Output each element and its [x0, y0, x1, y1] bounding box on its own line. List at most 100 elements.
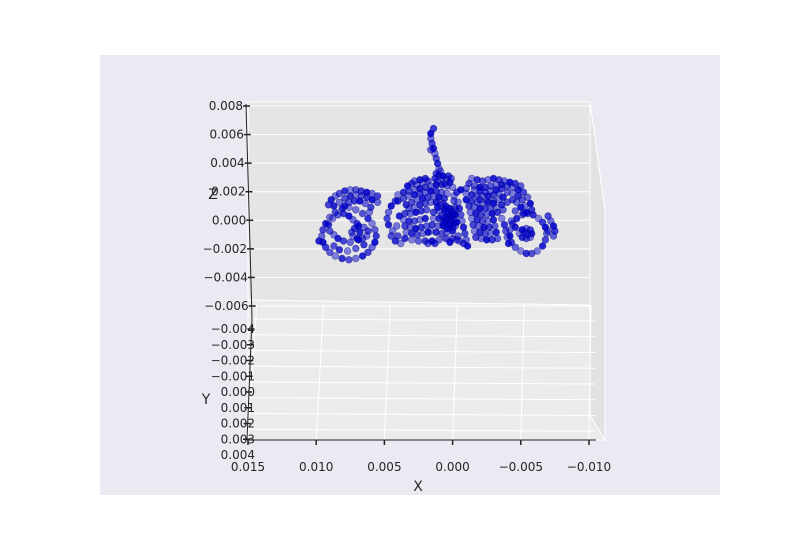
- data-point: [368, 219, 376, 228]
- data-point: [343, 247, 352, 255]
- z-tick-label: −0.006: [204, 299, 248, 313]
- data-point: [459, 223, 468, 232]
- data-point: [512, 198, 521, 207]
- data-point: [517, 203, 525, 212]
- data-point: [346, 238, 354, 247]
- x-grid-line: [588, 304, 592, 441]
- data-point: [384, 208, 393, 217]
- data-point: [393, 222, 401, 230]
- data-point: [438, 212, 446, 220]
- data-point: [384, 221, 393, 229]
- z-tick-label: 0.006: [209, 128, 243, 142]
- data-point: [339, 237, 348, 245]
- y-tick-label: −0.004: [211, 322, 255, 336]
- data-point: [503, 233, 511, 242]
- data-point: [507, 217, 515, 225]
- data-point: [345, 198, 353, 207]
- data-point: [352, 186, 360, 194]
- y-tick-label: 0.003: [221, 432, 255, 446]
- x-tick-label: 0.000: [435, 460, 469, 474]
- y-axis-line: [246, 317, 253, 441]
- y-tick-label: 0.001: [221, 401, 255, 415]
- y-tick-label: −0.002: [211, 354, 255, 368]
- data-point: [504, 239, 513, 248]
- data-point: [335, 198, 344, 207]
- z-axis-line: [245, 103, 253, 319]
- data-point: [315, 237, 323, 245]
- data-point: [511, 207, 519, 215]
- data-point: [427, 146, 435, 154]
- data-point: [549, 232, 558, 240]
- data-point: [446, 238, 454, 247]
- data-point: [499, 206, 507, 214]
- data-point: [519, 209, 528, 218]
- y-tick-label: −0.003: [211, 338, 255, 352]
- data-point: [363, 232, 371, 240]
- data-point: [541, 236, 550, 244]
- z-tick-label: 0.002: [211, 185, 245, 199]
- data-point: [429, 124, 438, 133]
- y-axis-ticks: −0.004−0.003−0.002−0.0010.0000.0010.0020…: [211, 322, 255, 462]
- data-point: [533, 247, 541, 255]
- data-point: [328, 214, 337, 223]
- data-point: [424, 177, 432, 185]
- x-tick-label: 0.005: [367, 460, 401, 474]
- data-point: [364, 214, 372, 223]
- data-point: [408, 236, 416, 244]
- data-point: [453, 188, 461, 197]
- data-point: [401, 234, 409, 243]
- data-point: [451, 206, 459, 214]
- data-point: [476, 196, 484, 204]
- data-point: [322, 243, 330, 252]
- data-point: [421, 214, 429, 223]
- y-tick-label: 0.002: [221, 417, 255, 431]
- data-point: [498, 184, 506, 193]
- data-point: [493, 234, 502, 243]
- x-grid-line: [315, 304, 324, 441]
- y-grid-line: [247, 413, 596, 416]
- data-point: [503, 188, 511, 197]
- z-tick-label: −0.002: [203, 242, 247, 256]
- data-point: [330, 242, 338, 250]
- data-point: [489, 199, 498, 208]
- z-tick-label: −0.004: [203, 270, 247, 284]
- y-grid-line: [250, 350, 596, 353]
- z-axis-ticks: 0.008 0.006 0.004 0.002 0.000 −0.002 −0.004 −0.…: [203, 99, 256, 313]
- data-point: [424, 239, 432, 248]
- x-axis-ticks: 0.015 0.010 0.005 0.000 −0.005 −0.010: [231, 440, 611, 474]
- data-point: [491, 222, 499, 230]
- data-point: [544, 227, 552, 235]
- y-tick-label: 0.004: [221, 448, 255, 462]
- data-point: [330, 202, 338, 210]
- x-tick-label: −0.010: [567, 460, 611, 474]
- data-point: [517, 182, 525, 190]
- data-point: [367, 203, 375, 212]
- data-point: [371, 226, 379, 234]
- x-tick-label: 0.015: [231, 460, 265, 474]
- z-tick-label: 0.000: [212, 213, 246, 227]
- data-point: [414, 237, 423, 245]
- data-point: [354, 236, 363, 244]
- data-point: [403, 182, 412, 190]
- data-point: [391, 237, 399, 245]
- data-point: [410, 177, 419, 185]
- data-point: [519, 188, 528, 197]
- data-point: [335, 246, 344, 254]
- data-point: [453, 236, 461, 244]
- x-grid-line: [247, 304, 258, 441]
- data-point: [338, 254, 346, 263]
- data-point: [352, 254, 360, 263]
- data-point: [371, 238, 379, 247]
- data-point: [502, 227, 510, 235]
- data-point: [358, 209, 367, 218]
- data-point: [356, 228, 364, 237]
- y-axis-title: Y: [201, 392, 211, 408]
- data-point: [391, 197, 399, 205]
- data-point: [326, 248, 334, 257]
- data-point: [538, 242, 547, 250]
- side-pane: [589, 101, 606, 442]
- data-point: [387, 202, 395, 210]
- data-point: [451, 222, 459, 230]
- z-tick-label: 0.004: [210, 156, 244, 170]
